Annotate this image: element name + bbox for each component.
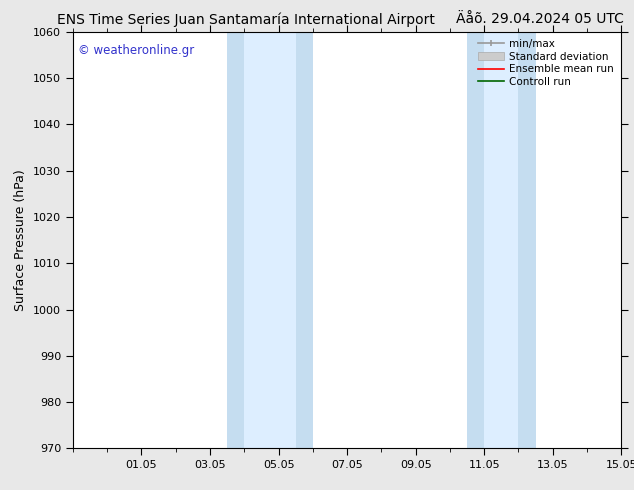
Bar [484,32,519,448]
Text: Äåõ. 29.04.2024 05 UTC: Äåõ. 29.04.2024 05 UTC [456,12,624,26]
Bar [227,32,244,448]
Bar [467,32,484,448]
Text: © weatheronline.gr: © weatheronline.gr [79,44,195,57]
Bar [244,32,295,448]
Text: ENS Time Series Juan Santamaría International Airport: ENS Time Series Juan Santamaría Internat… [57,12,435,27]
Legend: min/max, Standard deviation, Ensemble mean run, Controll run: min/max, Standard deviation, Ensemble me… [476,37,616,89]
Bar [295,32,313,448]
Bar [519,32,536,448]
Y-axis label: Surface Pressure (hPa): Surface Pressure (hPa) [15,169,27,311]
